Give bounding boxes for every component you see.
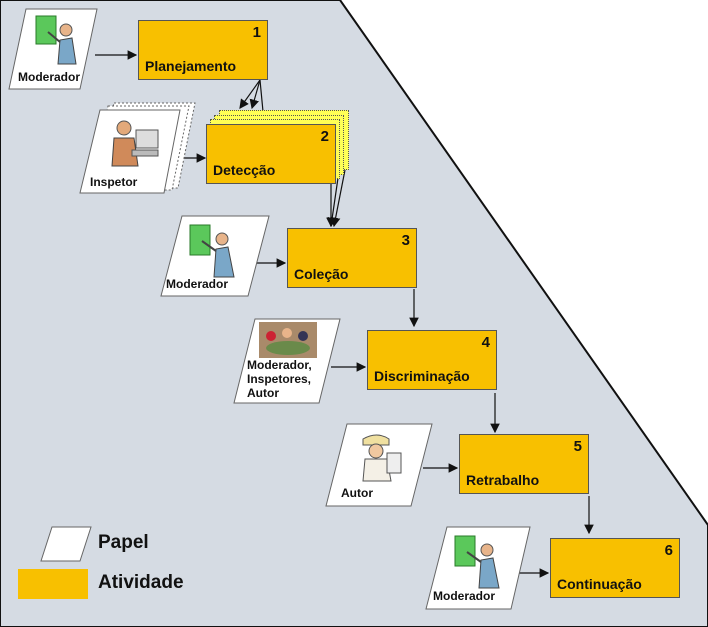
activity-box-5: 5 Retrabalho — [459, 434, 589, 494]
activity-box-3: 3 Coleção — [287, 228, 417, 288]
worker-at-computer-icon — [111, 120, 159, 167]
role-card-inspetor: Inspetor — [76, 102, 196, 194]
role-card-moderador-3: Moderador — [425, 526, 531, 610]
activity-number: 4 — [481, 334, 490, 351]
activity-label: Retrabalho — [466, 472, 540, 488]
role-label: Moderador — [18, 70, 81, 84]
activity-number: 5 — [573, 438, 582, 455]
role-label: Moderador — [433, 589, 496, 603]
activity-number: 3 — [401, 232, 410, 249]
activity-box-1: 1 Planejamento — [138, 20, 268, 80]
activity-label: Planejamento — [145, 58, 237, 74]
meeting-group-icon — [259, 322, 317, 358]
activity-box-2: 2 Detecção — [206, 124, 336, 184]
role-label: Inspetor — [90, 175, 138, 189]
builder-icon — [362, 434, 402, 482]
role-card-autor: Autor — [325, 423, 433, 507]
role-card-grupo: Moderador, Inspetores, Autor — [233, 318, 341, 404]
activity-number: 2 — [320, 128, 329, 145]
role-card-moderador-2: Moderador — [160, 215, 270, 297]
legend-activity-label: Atividade — [98, 572, 184, 593]
presenter-icon — [35, 15, 77, 65]
legend-activity-swatch — [18, 569, 88, 599]
presenter-icon — [454, 535, 500, 589]
role-label: Moderador — [166, 277, 229, 291]
arrow-1-2a — [239, 79, 261, 109]
legend-paper-label: Papel — [98, 532, 149, 553]
activity-box-4: 4 Discriminação — [367, 330, 497, 390]
arrow-2-3a — [330, 169, 346, 228]
activity-box-6: 6 Continuação — [550, 538, 680, 598]
presenter-icon — [189, 224, 235, 278]
role-label: Moderador, Inspetores, Autor — [247, 358, 312, 400]
activity-number: 6 — [664, 542, 673, 559]
activity-label: Continuação — [557, 576, 642, 592]
arrow-1-2b — [249, 79, 261, 110]
role-card-moderador-1: Moderador — [8, 8, 98, 90]
legend-paper-swatch — [40, 526, 92, 562]
activity-label: Coleção — [294, 266, 349, 282]
activity-label: Discriminação — [374, 368, 470, 384]
role-label: Autor — [341, 486, 373, 500]
activity-label: Detecção — [213, 162, 276, 178]
paper-shape — [425, 526, 531, 610]
activity-number: 1 — [252, 24, 261, 41]
paper-shape — [8, 8, 98, 90]
